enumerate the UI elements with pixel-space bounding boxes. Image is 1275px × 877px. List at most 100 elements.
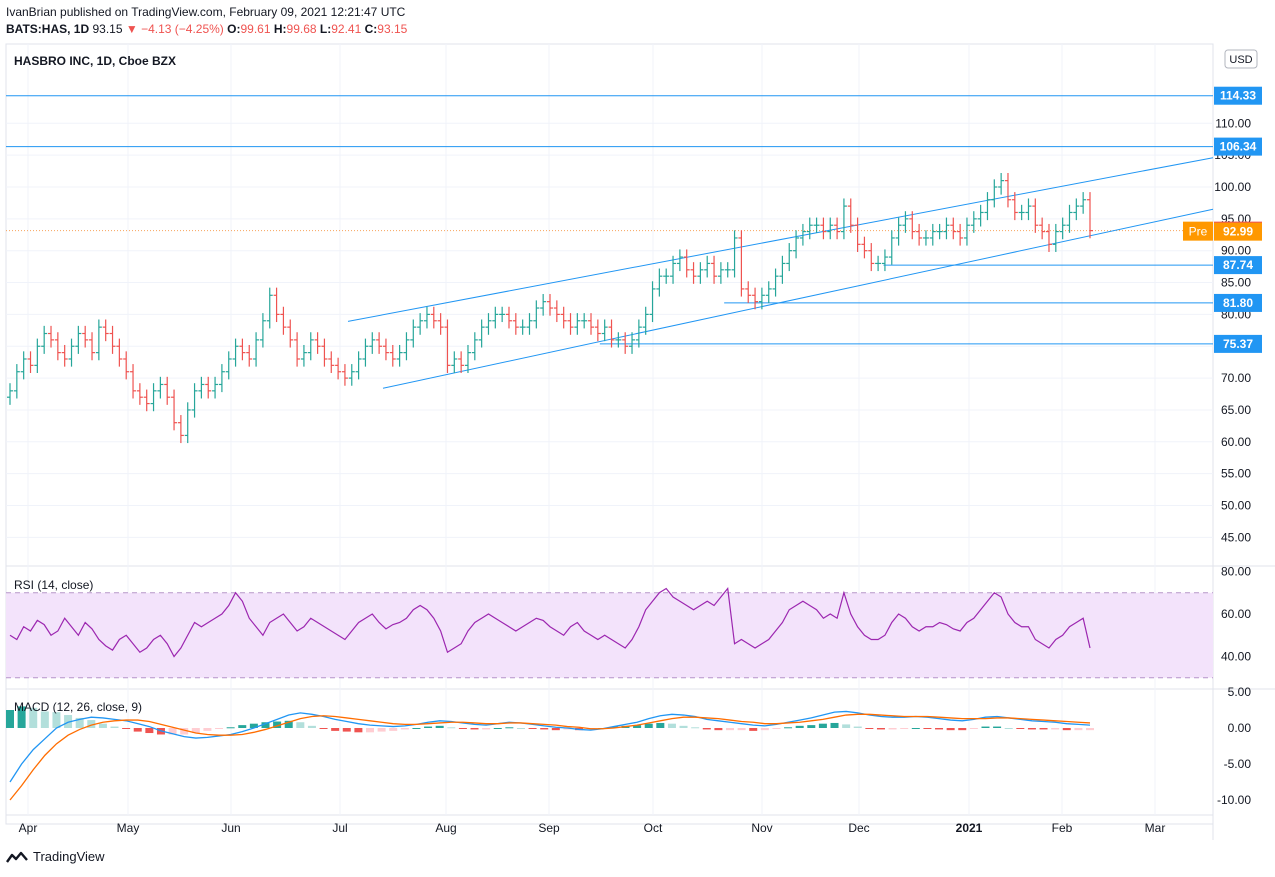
- ohlc-bar: [1025, 198, 1032, 221]
- ohlc-bar: [307, 332, 314, 361]
- macd-histogram-bar: [958, 728, 967, 731]
- ohlc-bar: [61, 344, 68, 367]
- ohlc-bar: [950, 217, 957, 240]
- macd-histogram-bar: [1027, 728, 1036, 730]
- price-label-text: 106.34: [1220, 140, 1257, 154]
- macd-histogram-bar: [1074, 728, 1083, 731]
- price-tick-label: 85.00: [1221, 276, 1251, 290]
- ohlc-bar: [417, 313, 424, 335]
- ohlc-bar: [786, 243, 793, 272]
- ohlc-bar: [895, 217, 902, 246]
- rsi-band: [6, 592, 1213, 679]
- high-label: H:: [273, 22, 287, 36]
- ohlc-bar: [888, 230, 895, 265]
- price-label-106.34: 106.34: [1214, 137, 1262, 156]
- price-label-box: [1214, 334, 1262, 353]
- ohlc-bar: [929, 223, 936, 246]
- macd-histogram-bar: [1062, 728, 1071, 731]
- macd-histogram-bar: [470, 728, 479, 730]
- macd-histogram-bar: [842, 724, 851, 728]
- ohlc-bar: [1004, 172, 1011, 208]
- ohlc-bar: [758, 287, 765, 310]
- grid: [6, 44, 1213, 815]
- currency-button[interactable]: USD: [1224, 49, 1258, 69]
- ohlc-bar: [341, 364, 348, 386]
- ohlc-bar: [177, 415, 184, 444]
- macd-histogram-bar: [784, 727, 793, 729]
- ohlc-bar: [116, 338, 123, 367]
- ohlc-bar: [553, 300, 560, 323]
- level-lines: [6, 95, 1213, 345]
- ohlc-bar: [834, 217, 841, 240]
- ohlc-bar: [711, 255, 718, 284]
- price-tick-label: 50.00: [1221, 499, 1251, 513]
- macd-histogram-bar: [1016, 728, 1025, 729]
- ohlc-bar: [505, 306, 512, 329]
- macd-histogram-bar: [400, 728, 409, 730]
- macd-tick-label: 5.00: [1228, 685, 1252, 699]
- rsi-tick-label: 40.00: [1221, 650, 1251, 664]
- ohlc-bar: [1066, 204, 1073, 233]
- ohlc-bar: [95, 319, 102, 361]
- ohlc-bar: [820, 217, 827, 240]
- trend-channel[interactable]: [347, 157, 1214, 389]
- high-value: 99.68: [286, 22, 317, 36]
- ohlc-bar: [560, 306, 567, 329]
- macd-histogram-bar: [366, 728, 374, 733]
- price-label-81.80: 81.80: [1214, 293, 1262, 312]
- macd-histogram-bar: [296, 722, 305, 728]
- ohlc-bar: [389, 344, 396, 367]
- ohlc-bar: [608, 319, 615, 348]
- ohlc-bar: [779, 255, 786, 284]
- rsi-line: [9, 587, 1091, 658]
- ohlc-bar: [7, 383, 13, 405]
- ohlc-bar: [246, 344, 253, 367]
- close-value: 93.15: [377, 22, 408, 36]
- tradingview-brand[interactable]: TradingView: [6, 849, 105, 864]
- ohlc-bar: [273, 287, 280, 323]
- price-change: −4.13 (−4.25%): [141, 22, 224, 36]
- macd-histogram-bar: [691, 727, 700, 729]
- ohlc-bar: [663, 268, 670, 284]
- ohlc-bar: [321, 338, 328, 367]
- ohlc-bar: [225, 351, 232, 380]
- ohlc-bar: [68, 338, 75, 367]
- macd-histogram-bar: [888, 728, 897, 730]
- macd-histogram-bar: [273, 721, 282, 728]
- macd-histogram-bar: [424, 726, 433, 728]
- macd-histogram-bar: [226, 727, 235, 729]
- time-tick-label: Nov: [751, 821, 772, 835]
- ohlc-bar: [396, 344, 403, 367]
- macd-histogram-bar: [633, 725, 642, 728]
- macd-histogram-bar: [795, 725, 804, 728]
- price-tick-label: 60.00: [1221, 435, 1251, 449]
- rsi-tick-label: 80.00: [1221, 565, 1251, 579]
- macd-histogram-bar: [168, 728, 177, 735]
- price-axis-ticks: 110.00105.00100.0095.0090.0085.0080.0075…: [1214, 116, 1251, 807]
- ohlc-bar: [957, 223, 964, 246]
- ohlc-bar: [171, 389, 178, 431]
- macd-histogram-bar: [818, 723, 827, 728]
- ohlc-bar: [991, 179, 998, 208]
- macd-histogram-bar: [528, 728, 537, 729]
- ohlc-bar: [984, 192, 991, 221]
- ohlc-bar: [840, 198, 847, 240]
- ohlc-bar: [547, 294, 553, 316]
- macd-histogram-bar: [865, 728, 874, 729]
- macd-histogram-bar: [714, 728, 723, 731]
- time-tick-label: Dec: [848, 821, 869, 835]
- ohlc-bar: [157, 376, 164, 399]
- ohlc-bar: [1011, 192, 1018, 221]
- macd-histogram-bar: [17, 706, 26, 728]
- ohlc-bar: [512, 313, 519, 335]
- time-tick-label: Oct: [644, 821, 663, 835]
- ohlc-bar: [806, 217, 813, 240]
- ohlc-bar: [683, 249, 690, 278]
- ohlc-bar: [314, 332, 321, 354]
- macd-histogram-bar: [389, 728, 398, 731]
- macd-histogram-bar: [935, 728, 944, 730]
- channel-upper-line: [347, 157, 1214, 322]
- ohlc-bar: [198, 376, 205, 399]
